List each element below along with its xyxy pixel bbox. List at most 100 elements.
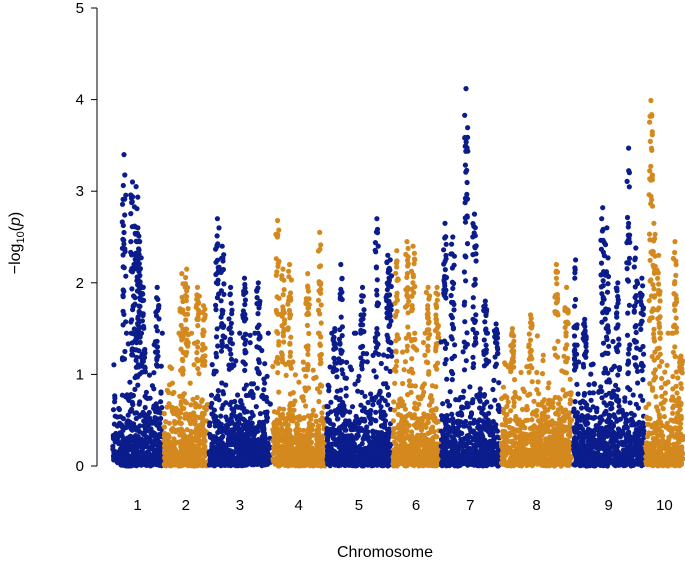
snp-point [218, 298, 224, 304]
snp-point [308, 450, 314, 456]
snp-point [228, 300, 234, 306]
snp-point [239, 402, 245, 408]
snp-point [256, 357, 262, 363]
snp-point [120, 441, 126, 448]
snp-point [221, 291, 227, 297]
snp-point [185, 311, 191, 317]
snp-point [403, 419, 409, 425]
snp-point [233, 445, 240, 451]
snp-point [343, 453, 349, 460]
snp-point [169, 440, 175, 446]
snp-point [472, 225, 478, 231]
snp-point [469, 457, 475, 463]
snp-point [154, 357, 160, 363]
snp-point [378, 410, 384, 416]
snp-point [451, 280, 457, 287]
snp-point [251, 461, 257, 467]
y-axis-title-variable: p [7, 217, 24, 227]
snp-point [376, 400, 382, 406]
snp-point [386, 275, 392, 281]
snp-point [337, 425, 343, 431]
snp-point [412, 283, 418, 290]
snp-point [489, 429, 495, 436]
snp-point [169, 404, 175, 411]
snp-point [143, 395, 150, 401]
snp-point [167, 364, 173, 370]
peak-point [219, 243, 225, 249]
snp-point [477, 386, 483, 392]
snp-point [433, 446, 439, 453]
snp-point [511, 377, 518, 383]
snp-point [344, 359, 350, 365]
snp-point [235, 392, 241, 398]
snp-point [247, 340, 253, 346]
peak-point [228, 284, 234, 290]
snp-point [185, 306, 191, 312]
snp-point [229, 364, 235, 371]
snp-point [404, 348, 410, 354]
snp-point [305, 413, 311, 419]
snp-point [287, 391, 293, 397]
snp-point [448, 292, 454, 299]
snp-point [412, 337, 418, 343]
snp-point [229, 462, 235, 468]
snp-point [132, 301, 138, 307]
snp-point [110, 407, 117, 413]
snp-point [257, 411, 263, 417]
snp-point [341, 421, 347, 427]
snp-point [354, 416, 360, 422]
snp-point [185, 340, 191, 346]
snp-point [214, 422, 220, 428]
snp-point [339, 448, 346, 454]
snp-point [405, 263, 411, 269]
snp-point [186, 434, 192, 440]
snp-point [355, 433, 361, 439]
snp-point [391, 399, 397, 405]
snp-point [129, 406, 135, 412]
snp-point [358, 317, 364, 323]
snp-point [213, 334, 220, 340]
snp-point [440, 416, 446, 422]
snp-point [404, 302, 410, 308]
snp-point [483, 310, 489, 316]
snp-point [421, 457, 427, 463]
snp-point [193, 438, 199, 444]
snp-point [426, 371, 432, 377]
snp-point [155, 434, 162, 440]
snp-point [416, 435, 422, 441]
snp-point [434, 366, 440, 372]
snp-point [194, 356, 200, 362]
snp-point [449, 265, 455, 271]
snp-point [390, 433, 396, 439]
snp-point [331, 334, 337, 340]
snp-point [389, 353, 395, 359]
snp-point [112, 395, 118, 401]
chromosome-6-points [390, 239, 442, 469]
snp-point [470, 316, 476, 322]
snp-point [435, 360, 441, 366]
snp-point [137, 334, 143, 340]
snp-point [470, 364, 476, 370]
snp-point [165, 459, 171, 465]
snp-point [416, 395, 422, 402]
snp-point [158, 389, 164, 395]
snp-point [483, 330, 490, 336]
snp-point [191, 412, 197, 419]
snp-point [305, 351, 311, 357]
snp-point [285, 326, 291, 333]
snp-point [275, 370, 281, 376]
snp-point [396, 447, 403, 453]
snp-point [319, 410, 325, 416]
snp-point [140, 323, 147, 329]
snp-point [349, 462, 355, 468]
snp-point [315, 423, 321, 429]
snp-point [188, 421, 194, 427]
snp-point [401, 367, 407, 373]
snp-point [447, 389, 453, 395]
snp-point [218, 413, 224, 419]
snp-point [293, 449, 299, 455]
snp-point [195, 339, 201, 345]
snp-point [227, 401, 233, 408]
snp-point [230, 455, 236, 461]
